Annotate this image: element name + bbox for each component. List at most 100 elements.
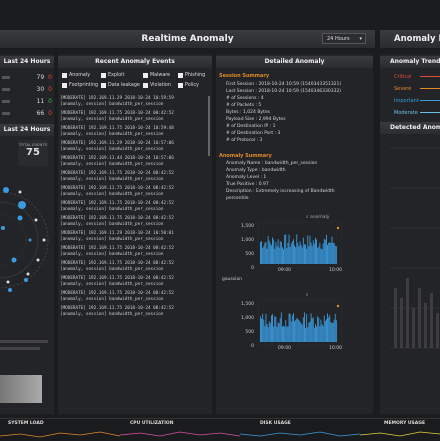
bandwidth-bar [335,320,337,342]
bandwidth-bar [333,319,335,342]
bandwidth-bar [264,326,266,342]
bandwidth-bar [294,245,295,264]
list-item[interactable]: [MODERATE] 192.169.11.75 2018-10-24 08:4… [60,186,174,197]
bandwidth-bar [294,321,295,342]
list-item[interactable]: [MODERATE] 192.169.11.75 2018-10-24 08:4… [60,276,174,287]
bandwidth-bar [290,321,292,342]
bandwidth-bar [329,315,331,342]
bandwidth-bar [310,242,312,264]
bandwidth-bar [307,235,309,264]
checkbox[interactable] [143,73,148,78]
total-events-label: TOTAL EVENTS [18,142,48,147]
bandwidth-bar [278,323,280,342]
bandwidth-bar [309,321,311,342]
list-item[interactable]: [MODERATE] 192.169.11.75 2018-10-24 08:4… [60,246,174,257]
bandwidth-bar [319,242,321,264]
bandwidth-bar [298,246,300,264]
recent-events-header: Recent Anomaly Events [58,56,212,68]
left-second-header: Last 24 Hours [0,124,54,136]
list-item[interactable]: [MODERATE] 192.169.11.75 2018-10-24 08:4… [60,111,174,122]
level-counts: 79 0 30 0 11 0 66 0 [2,72,52,120]
anomaly-bandwidth-chart [258,222,342,268]
main-header: Realtime Anomaly [0,30,375,48]
filter-phishing[interactable]: Phishing [178,73,205,78]
bandwidth-bar [331,322,333,342]
chart-gaussian-label: gaussian [222,277,243,282]
filter-violation[interactable]: Violation [143,83,171,88]
bandwidth-bar [305,244,306,264]
list-item[interactable]: [MODERATE] 192.169.11.75 2018-10-24 08:4… [60,201,174,212]
filter-policy[interactable]: Policy [178,83,199,88]
detected-anomaly-title: Detected Anoma [390,124,440,131]
bandwidth-bar [295,247,297,264]
checkbox[interactable] [101,83,106,88]
left-top-title: Last 24 Hours [3,58,51,65]
list-item[interactable]: [MODERATE] 192.169.11.75 2018-10-24 08:4… [60,171,174,182]
bandwidth-bar [327,244,328,264]
filter-data-leakage[interactable]: Data leakage [101,83,140,88]
bandwidth-bar [318,317,320,342]
bandwidth-bar [328,242,330,264]
bandwidth-bar [306,314,308,342]
detected-anomaly-header: Detected Anoma [380,122,440,134]
list-item[interactable]: [MODERATE] 192.169.11.75 2018-10-24 10:5… [60,126,174,137]
list-item[interactable]: [MODERATE] 192.169.11.75 2018-10-24 08:4… [60,261,174,272]
bandwidth-bar [266,323,268,342]
session-summary-label: Session Summary [219,73,270,79]
bandwidth-bar [333,242,335,264]
bandwidth-bar [266,248,268,264]
bandwidth-bar [323,315,325,342]
checkbox[interactable] [178,83,183,88]
list-item[interactable]: [MODERATE] 192.169.11.29 2018-10-24 10:5… [60,231,174,242]
bandwidth-bar [313,243,315,264]
bandwidth-bar [320,319,322,342]
list-item[interactable]: [MODERATE] 192.169.11.29 2018-10-24 10:5… [60,96,174,107]
list-item[interactable]: [MODERATE] 192.169.11.75 2018-10-24 08:4… [60,216,174,227]
bandwidth-bar [274,316,276,342]
bandwidth-bar [301,324,303,342]
count-row: 66 0 [2,108,52,120]
event-list-scrollbar[interactable] [208,96,210,156]
filter-malware[interactable]: Malware [143,73,170,78]
list-item[interactable]: [MODERATE] 192.169.11.29 2018-10-24 10:5… [60,141,174,152]
bandwidth-bar [300,244,302,264]
bandwidth-bar [297,318,299,342]
bandwidth-bar [269,243,271,264]
legend-moderate: Moderate [394,110,418,116]
bandwidth-bar [304,244,305,264]
bandwidth-bar [326,319,327,342]
list-item[interactable]: [MODERATE] 192.169.11.75 2018-10-24 08:4… [60,291,174,302]
bandwidth-bar [285,234,287,264]
bandwidth-bar [268,321,270,342]
count-delta: 0 [48,98,52,105]
count-delta: 0 [48,86,52,93]
time-range-value: 24 Hours [327,36,350,42]
filter-footprinting[interactable]: Footprinting [62,83,98,88]
checkbox[interactable] [62,83,67,88]
bandwidth-bar [306,248,308,264]
bandwidth-bar [322,243,324,264]
list-item[interactable]: [MODERATE] 192.169.11.75 2018-10-24 08:4… [60,306,174,317]
filter-exploit[interactable]: Exploit [101,73,124,78]
zoom-icon[interactable]: ⌕ [306,293,309,298]
search-icon[interactable]: ⌕ [306,215,309,220]
chart-gaussian-yticks: 1,500 1,000 500 0 [241,302,254,349]
bandwidth-bar [267,235,269,264]
checkbox[interactable] [178,73,183,78]
bandwidth-bar [318,246,320,264]
filter-anomaly[interactable]: Anomaly [62,73,90,78]
time-range-select[interactable]: 24 Hours ▾ [322,33,366,44]
bandwidth-bar [283,325,284,342]
list-item[interactable]: [MODERATE] 192.169.11.44 2018-10-24 10:5… [60,156,174,167]
left-heat-block [0,375,42,403]
checkbox[interactable] [101,73,106,78]
checkbox[interactable] [62,73,67,78]
bandwidth-bar [290,243,292,264]
count-value: 11 [36,98,45,105]
bandwidth-bar [328,317,330,342]
bandwidth-bar [273,239,275,264]
bandwidth-bar [282,326,283,342]
checkbox[interactable] [143,83,148,88]
bandwidth-bar [332,323,334,342]
bandwidth-bar [321,324,323,342]
